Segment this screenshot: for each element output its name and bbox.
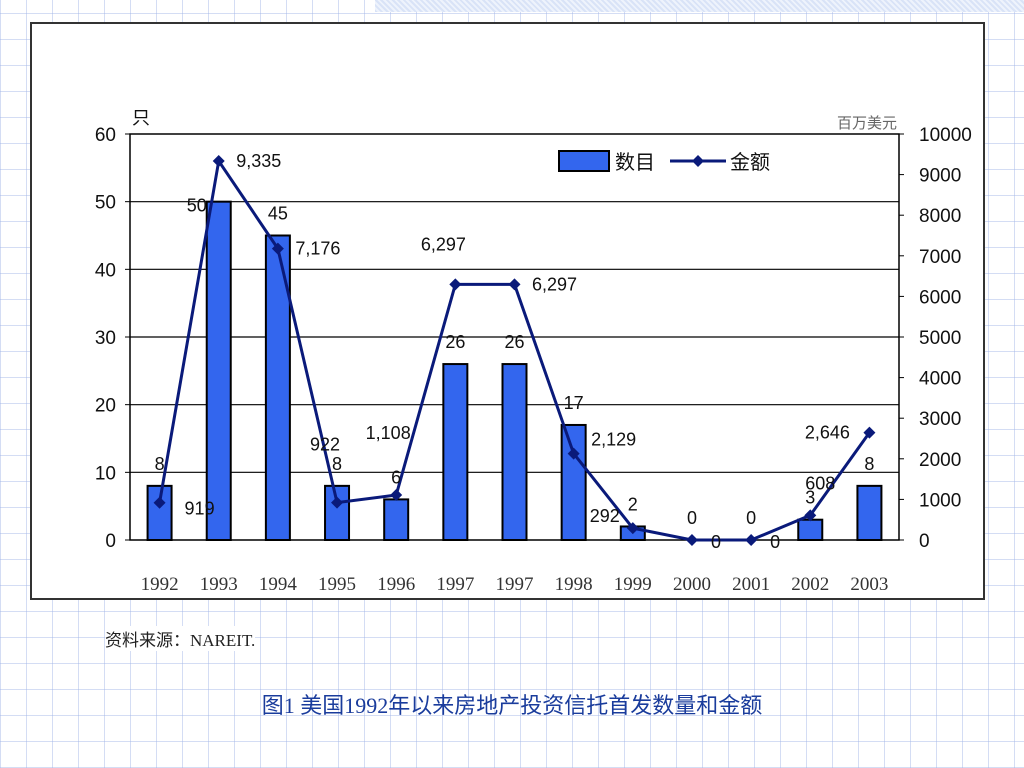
x-axis-tick-label: 1994 (259, 574, 298, 595)
legend-bar-label: 数目 (615, 150, 655, 174)
bar (560, 423, 587, 542)
line-value-label: 922 (310, 435, 340, 455)
top-decoration-band (375, 0, 1024, 12)
bar-value-label: 3 (805, 488, 815, 508)
left-axis-tick-label: 0 (105, 531, 116, 552)
amount-marker (745, 534, 758, 546)
x-axis-tick-label: 1998 (555, 574, 593, 595)
legend-line-label: 金额 (730, 150, 770, 174)
chart-frame: 0 10 20 30 40 50 60 0 1000 2000 3000 4000 5000 6000 70… (30, 22, 985, 600)
amount-marker (804, 509, 817, 522)
line-value-label: 0 (711, 532, 721, 552)
x-axis-tick-label: 1996 (377, 574, 415, 595)
x-axis-tick-label: 1999 (614, 574, 652, 595)
right-axis-tick-label: 4000 (919, 369, 961, 390)
right-axis-tick-label: 2000 (919, 450, 961, 471)
bar-value-label: 26 (504, 332, 524, 352)
line-value-label: 6,297 (532, 274, 577, 294)
bar (797, 518, 824, 542)
line-value-label: 0 (770, 532, 780, 552)
line-value-label: 2,646 (805, 423, 850, 443)
bar (856, 484, 883, 542)
x-axis-tick-label: 1997 (436, 574, 474, 595)
line-value-label: 919 (185, 499, 215, 519)
bar-value-label: 45 (268, 204, 288, 224)
bar (205, 200, 232, 542)
amount-marker (390, 489, 403, 502)
bar-value-label: 0 (746, 508, 756, 528)
amount-marker (626, 522, 639, 535)
bar-value-label: 2 (628, 494, 638, 514)
line-value-label: 1,108 (366, 423, 411, 443)
bar (501, 363, 528, 542)
amount-marker (271, 242, 284, 255)
x-axis-tick-label: 1993 (200, 574, 238, 595)
bar (442, 363, 469, 542)
amount-marker (567, 447, 580, 460)
bar-value-label: 6 (391, 467, 401, 487)
x-axis-tick-label: 1995 (318, 574, 356, 595)
legend-bar-swatch (558, 150, 610, 172)
legend-line-marker (692, 155, 704, 167)
left-axis-tick-label: 10 (95, 463, 116, 484)
right-axis-tick-label: 6000 (919, 287, 961, 308)
right-axis-tick-label: 10000 (919, 125, 972, 146)
x-axis-tick-label: 1992 (141, 574, 179, 595)
right-axis-tick-label: 3000 (919, 409, 961, 430)
bar (383, 498, 410, 541)
line-value-label: 6,297 (421, 234, 466, 254)
bar-value-label: 17 (564, 393, 584, 413)
chart-svg: 0102030405060010002000300040005000600070… (95, 108, 972, 595)
right-axis-unit-label: 百万美元 (837, 114, 897, 132)
amount-marker (508, 278, 521, 291)
right-axis-tick-label: 8000 (919, 206, 961, 227)
x-axis-tick-label: 2001 (732, 574, 770, 595)
line-value-label: 292 (590, 506, 620, 526)
amount-marker (331, 496, 344, 509)
bar (324, 484, 351, 542)
left-axis-tick-label: 20 (95, 396, 116, 417)
amount-marker (863, 426, 876, 439)
bar-value-label: 8 (332, 454, 342, 474)
right-axis-tick-label: 5000 (919, 328, 961, 349)
right-axis-tick-label: 1000 (919, 490, 961, 511)
right-axis-tick-label: 9000 (919, 166, 961, 187)
right-axis-tick-label: 7000 (919, 247, 961, 268)
source-note: 资料来源：NAREIT. (105, 626, 256, 651)
bar-value-label: 0 (687, 508, 697, 528)
line-value-label: 7,176 (295, 239, 340, 259)
left-axis-tick-label: 30 (95, 328, 116, 349)
line-value-label: 2,129 (591, 430, 636, 450)
bar-value-label: 8 (864, 454, 874, 474)
amount-marker (153, 496, 166, 509)
bar-value-label: 8 (155, 454, 165, 474)
amount-marker (449, 278, 462, 291)
x-axis-tick-label: 2002 (791, 574, 829, 595)
amount-marker (212, 154, 225, 167)
right-axis-tick-label: 0 (919, 531, 930, 552)
left-axis-unit-label: 只 (132, 108, 150, 129)
x-axis-tick-label: 2003 (850, 574, 888, 595)
left-axis-tick-label: 40 (95, 260, 116, 281)
amount-marker (685, 534, 698, 546)
x-axis-tick-label: 2000 (673, 574, 711, 595)
line-value-label: 608 (805, 473, 835, 493)
line-value-label: 9,335 (236, 151, 281, 171)
left-axis-tick-label: 60 (95, 125, 116, 146)
x-axis-tick-label: 1997 (496, 574, 534, 595)
bar-value-label: 26 (445, 332, 465, 352)
left-axis-tick-label: 50 (95, 193, 116, 214)
bar-value-label: 50 (187, 196, 207, 216)
figure-caption: 图1 美国1992年以来房地产投资信托首发数量和金额 (261, 693, 763, 718)
